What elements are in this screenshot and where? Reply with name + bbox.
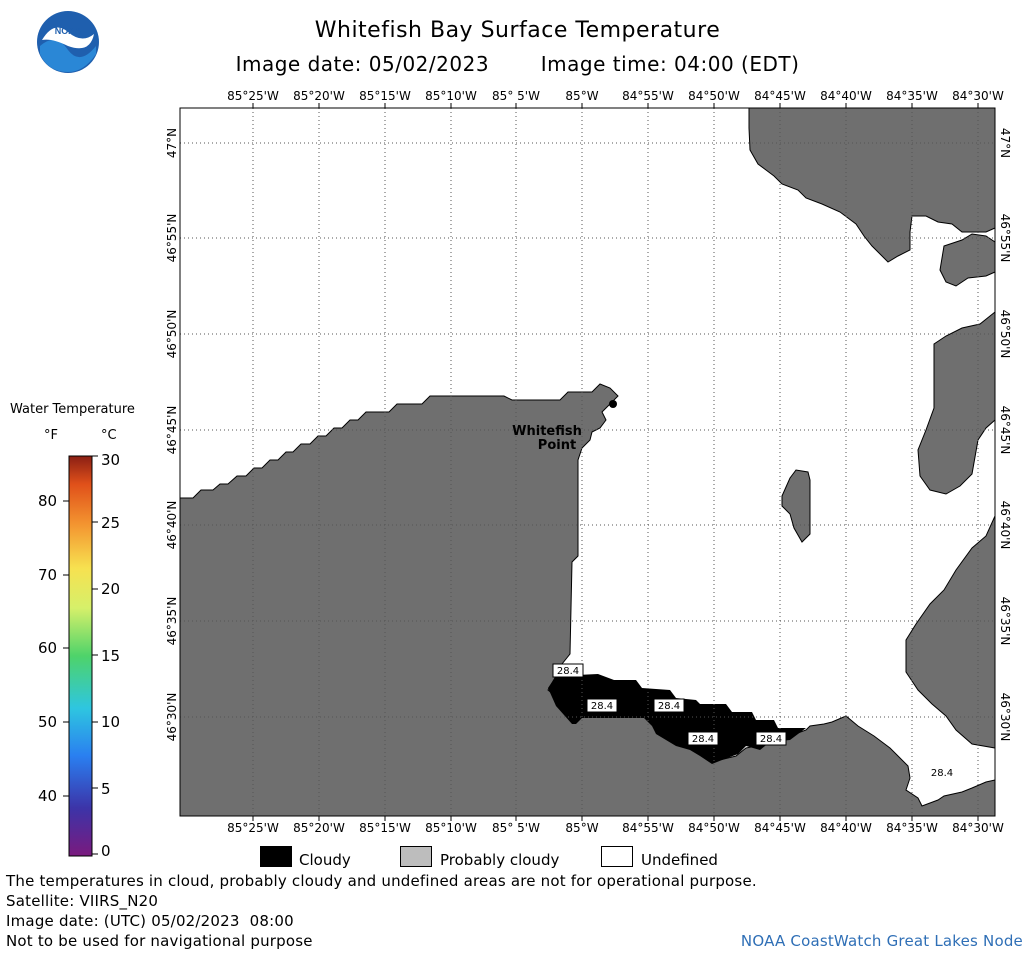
footer-satellite: Satellite: VIIRS_N20: [6, 892, 159, 910]
lon-label: 85°25'W: [227, 821, 279, 835]
lon-label: 84°55'W: [622, 821, 674, 835]
lon-label: 85°25'W: [227, 89, 279, 103]
image-datetime: Image date: 05/02/2023 Image time: 04:00…: [0, 52, 1035, 76]
c-tick: 25: [101, 514, 121, 532]
lon-label: 85° 5'W: [492, 89, 540, 103]
key-swatch-cloudy: [260, 846, 292, 867]
lon-label: 84°35'W: [886, 89, 938, 103]
lat-label: 46°30'N: [998, 693, 1012, 742]
lat-label: 46°40'N: [165, 501, 179, 550]
lon-label: 85° 5'W: [492, 821, 540, 835]
whitefish-point-marker: [609, 400, 617, 408]
lat-label: 46°55'N: [998, 214, 1012, 263]
lat-label: 46°30'N: [165, 693, 179, 742]
temperature-label: 28.4: [692, 734, 714, 745]
c-tick: 15: [101, 647, 121, 665]
temperature-label: 28.4: [760, 734, 782, 745]
credit-link[interactable]: NOAA CoastWatch Great Lakes Node: [740, 932, 1023, 950]
lat-label: 47°N: [165, 128, 179, 158]
c-tick: 20: [101, 580, 121, 598]
lon-label: 85°20'W: [293, 821, 345, 835]
lat-label: 46°35'N: [165, 597, 179, 646]
c-tick: 10: [101, 713, 121, 731]
lat-label: 46°40'N: [998, 501, 1012, 550]
map-title: Whitefish Bay Surface Temperature: [314, 18, 721, 43]
lat-label: 46°50'N: [998, 310, 1012, 359]
map-frame: [179, 107, 996, 817]
key-swatch-probably-cloudy: [400, 846, 432, 867]
lon-label: 84°40'W: [820, 89, 872, 103]
f-tick: 70: [38, 566, 58, 584]
lon-label: 84°50'W: [688, 821, 740, 835]
lon-label: 84°30'W: [952, 89, 1004, 103]
temperature-label: 28.4: [658, 701, 680, 712]
land-small-island: [781, 469, 811, 543]
lon-label: 84°50'W: [688, 89, 740, 103]
lon-label: 85°W: [565, 89, 598, 103]
footer-navigation-warning: Not to be used for navigational purpose: [6, 932, 313, 950]
land-west-shore: [179, 383, 996, 817]
land-northeast: [748, 107, 996, 263]
noaa-logo: NOAA: [37, 11, 99, 73]
footer-utc-date: Image date: (UTC) 05/02/2023 08:00: [6, 912, 294, 930]
cloud-area: [548, 674, 806, 764]
logo-text: NOAA: [55, 26, 82, 36]
temperature-label: 28.4: [591, 701, 613, 712]
lon-label: 84°35'W: [886, 821, 938, 835]
lon-label: 84°55'W: [622, 89, 674, 103]
legend-title: Water Temperature: [10, 402, 135, 417]
lon-labels-bottom: 85°25'W 85°20'W 85°15'W 85°10'W 85° 5'W …: [227, 821, 1004, 835]
temperature-label: 28.4: [931, 768, 953, 779]
lon-label: 85°15'W: [359, 821, 411, 835]
c-tick: 5: [101, 780, 111, 798]
lon-label: 84°30'W: [952, 821, 1004, 835]
lat-label: 47°N: [998, 128, 1012, 158]
whitefish-point-label: Whitefish Point: [512, 424, 582, 453]
place-label-line1: Whitefish: [512, 424, 582, 439]
lat-label: 46°45'N: [165, 406, 179, 455]
unit-celsius: °C: [101, 428, 117, 443]
temperature-label: 28.4: [557, 666, 579, 677]
lat-label: 46°55'N: [165, 214, 179, 263]
land-east-shore-south: [905, 515, 996, 749]
lon-label: 85°10'W: [425, 89, 477, 103]
key-label-cloudy: Cloudy: [299, 851, 351, 869]
key-label-undefined: Undefined: [641, 851, 718, 869]
f-tick: 80: [38, 492, 58, 510]
lon-label: 85°10'W: [425, 821, 477, 835]
f-tick: 50: [38, 713, 58, 731]
lat-labels-left: 47°N 46°55'N 46°50'N 46°45'N 46°40'N 46°…: [165, 128, 179, 742]
f-tick: 60: [38, 639, 58, 657]
image-time-label: Image time: 04:00 (EDT): [540, 52, 800, 76]
lat-label: 46°35'N: [998, 597, 1012, 646]
c-tick: 30: [101, 451, 121, 469]
image-date-label: Image date: 05/02/2023: [235, 52, 490, 76]
c-tick: 0: [101, 842, 111, 860]
key-label-probably-cloudy: Probably cloudy: [440, 851, 560, 869]
land-east-shore-mid: [917, 310, 996, 495]
lon-label: 84°40'W: [820, 821, 872, 835]
lat-labels-right: 47°N 46°55'N 46°50'N 46°45'N 46°40'N 46°…: [998, 128, 1012, 742]
color-bar: [63, 455, 98, 857]
f-tick: 40: [38, 787, 58, 805]
place-label-line2: Point: [538, 438, 576, 453]
key-swatch-undefined: [601, 846, 633, 867]
lon-label: 85°15'W: [359, 89, 411, 103]
lon-label: 85°20'W: [293, 89, 345, 103]
lat-label: 46°50'N: [165, 310, 179, 359]
frame-ticks: [252, 103, 979, 821]
unit-fahrenheit: °F: [44, 428, 58, 443]
lon-labels-top: 85°25'W 85°20'W 85°15'W 85°10'W 85° 5'W …: [227, 89, 1004, 103]
land-east-island: [939, 233, 996, 287]
lat-label: 46°45'N: [998, 406, 1012, 455]
lon-label: 85°W: [565, 821, 598, 835]
lon-label: 84°45'W: [754, 821, 806, 835]
temperature-labels: 28.4 28.4 28.4 28.4 28.4 28.4: [552, 663, 953, 779]
footer-disclaimer: The temperatures in cloud, probably clou…: [6, 872, 757, 890]
lon-label: 84°45'W: [754, 89, 806, 103]
